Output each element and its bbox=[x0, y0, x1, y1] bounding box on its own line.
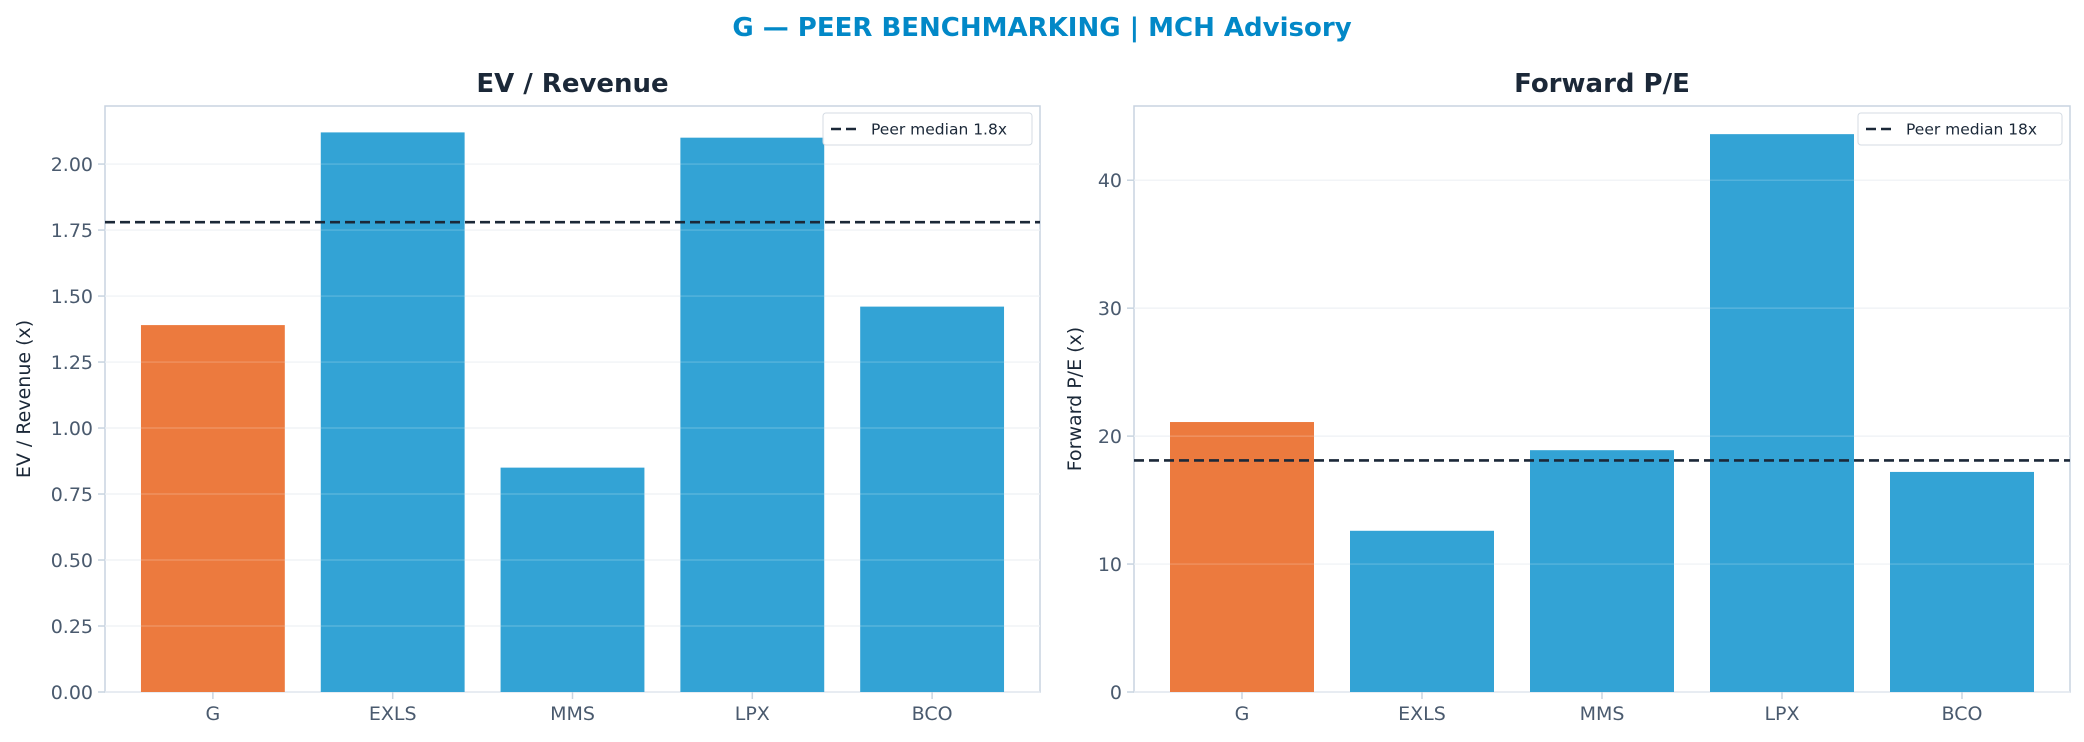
x-tick-label: LPX bbox=[735, 703, 770, 725]
y-tick-label: 0.50 bbox=[51, 550, 93, 572]
x-tick-label: MMS bbox=[550, 703, 595, 725]
bar-bco bbox=[860, 306, 1005, 692]
y-axis-label: EV / Revenue (x) bbox=[13, 320, 35, 478]
bar-lpx bbox=[680, 137, 825, 693]
y-tick-label: 0 bbox=[1110, 682, 1122, 704]
chart-panel-1: 0.00 0.25 0.50 0.75 1.00 1.25 1.50 1.75 2.00 G EXL… bbox=[13, 69, 1041, 725]
y-tick-label: 30 bbox=[1098, 298, 1122, 320]
bar-exls bbox=[1350, 530, 1494, 692]
panel-title: Forward P/E bbox=[1514, 69, 1690, 99]
y-tick-label: 0.75 bbox=[51, 484, 93, 506]
y-tick-label: 2.00 bbox=[51, 154, 93, 176]
bar-bco bbox=[1890, 471, 2034, 692]
bar-exls bbox=[320, 132, 465, 693]
x-tick-label: EXLS bbox=[1398, 703, 1446, 725]
y-axis-label: Forward P/E (x) bbox=[1064, 327, 1086, 471]
y-tick-label: 1.00 bbox=[51, 418, 93, 440]
x-tick-label: MMS bbox=[1580, 703, 1625, 725]
bar-g bbox=[140, 325, 285, 692]
legend-label: Peer median 18x bbox=[1906, 121, 2037, 139]
x-tick-label: G bbox=[1235, 703, 1250, 725]
y-tick-label: 40 bbox=[1098, 170, 1122, 192]
bar-mms bbox=[1530, 450, 1674, 692]
y-tick-label: 10 bbox=[1098, 554, 1122, 576]
x-tick-label: LPX bbox=[1764, 703, 1799, 725]
y-tick-label: 1.75 bbox=[51, 220, 93, 242]
panel-title: EV / Revenue bbox=[476, 69, 668, 99]
y-tick-label: 0.25 bbox=[51, 616, 93, 638]
legend-box bbox=[1857, 112, 2063, 146]
y-tick-label: 1.50 bbox=[51, 286, 93, 308]
figure-suptitle: G — PEER BENCHMARKING | MCH Advisory bbox=[732, 13, 1351, 43]
bar-lpx bbox=[1710, 134, 1854, 693]
legend-label: Peer median 1.8x bbox=[871, 121, 1007, 139]
x-tick-label: BCO bbox=[1942, 703, 1983, 725]
x-tick-label: BCO bbox=[912, 703, 953, 725]
x-tick-label: G bbox=[206, 703, 221, 725]
y-tick-label: 0.00 bbox=[51, 682, 93, 704]
bar-mms bbox=[500, 467, 645, 692]
legend-box bbox=[822, 112, 1033, 146]
bar-g bbox=[1170, 422, 1314, 692]
chart-panel-2: 0 10 20 30 40 G EXLS MMS LPX BCO Peer median 18x Fo… bbox=[1064, 69, 2071, 725]
y-tick-label: 20 bbox=[1098, 426, 1122, 448]
y-tick-label: 1.25 bbox=[51, 352, 93, 374]
x-tick-label: EXLS bbox=[369, 703, 417, 725]
